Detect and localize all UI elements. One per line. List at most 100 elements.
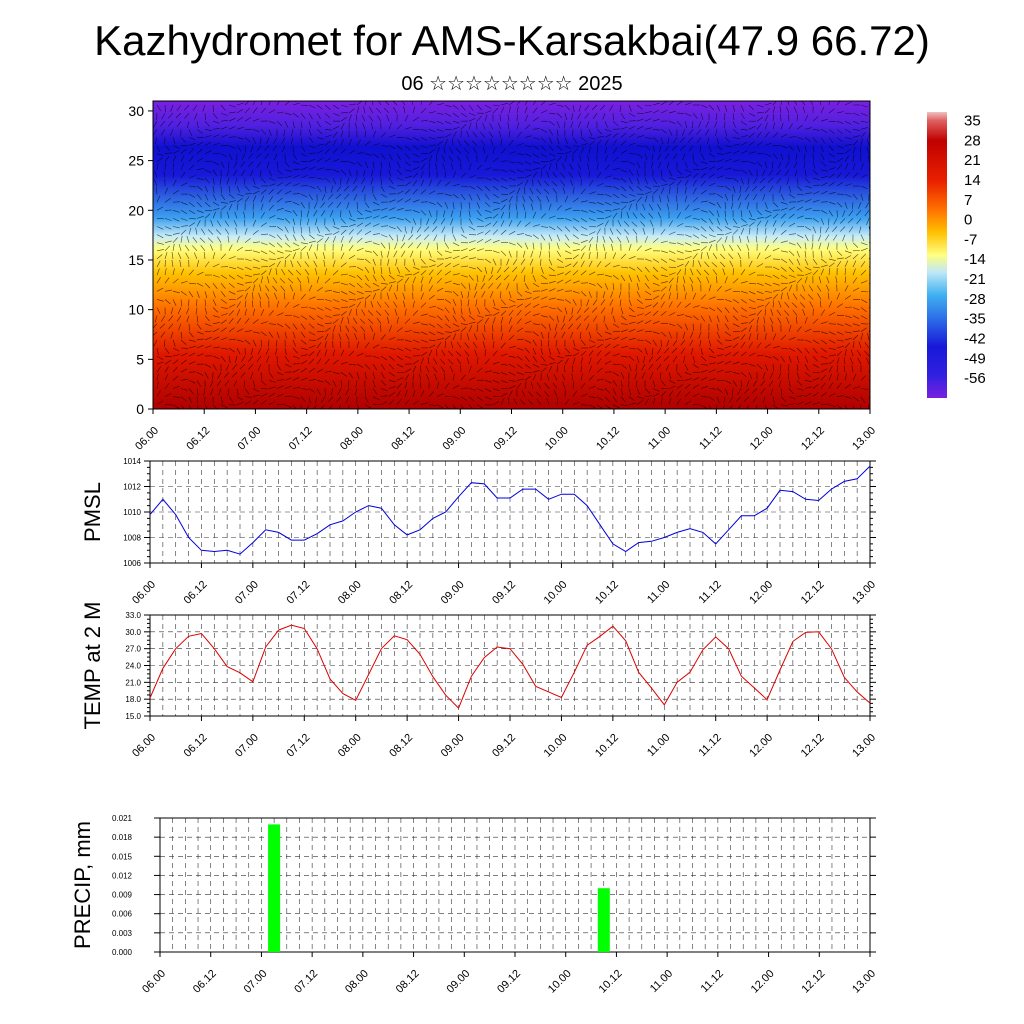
wind-barb <box>770 308 774 316</box>
wind-barb <box>372 282 380 287</box>
wind-barb <box>820 129 828 133</box>
wind-barb <box>300 396 306 403</box>
wind-barb <box>580 252 585 260</box>
wind-barb <box>364 140 371 146</box>
wind-barb <box>844 149 851 154</box>
wind-barb <box>252 177 256 185</box>
wind-barb <box>844 284 849 292</box>
wind-barb <box>572 270 579 276</box>
wind-barb <box>623 229 630 235</box>
wind-barb <box>556 397 559 405</box>
wind-barb <box>210 388 214 396</box>
wind-barb <box>740 135 748 138</box>
wind-barb <box>777 317 782 324</box>
wind-barb <box>292 242 300 247</box>
wind-barb <box>292 193 301 195</box>
wind-barb <box>768 380 774 387</box>
wind-barb <box>740 218 747 223</box>
wind-barb <box>202 104 206 112</box>
wind-barb <box>159 323 166 329</box>
wind-barb <box>273 153 278 161</box>
wind-barb <box>356 210 363 216</box>
y-tick-label: 21.0 <box>125 678 141 687</box>
wind-barb <box>508 169 516 173</box>
wind-barb <box>464 342 470 349</box>
wind-barb <box>532 153 539 158</box>
wind-barb <box>284 355 290 363</box>
wind-barb <box>188 352 196 357</box>
wind-barb <box>240 161 246 168</box>
wind-barb <box>508 363 516 368</box>
wind-barb <box>747 177 750 185</box>
wind-barb <box>660 301 665 308</box>
wind-barb <box>780 193 785 201</box>
wind-barb <box>156 307 161 314</box>
wind-barb <box>852 341 855 349</box>
wind-barb <box>732 299 740 304</box>
colorbar-label: -56 <box>964 370 986 387</box>
wind-barb <box>388 234 394 241</box>
wind-barb <box>652 102 660 106</box>
wind-barb <box>588 141 595 146</box>
wind-barb <box>737 244 742 251</box>
wind-barb <box>482 122 486 130</box>
wind-barb <box>762 193 766 201</box>
wind-barb <box>852 315 860 320</box>
wind-barb <box>268 386 276 389</box>
wind-barb <box>794 169 798 177</box>
wind-barb <box>476 193 481 201</box>
wind-barb <box>732 137 740 140</box>
wind-barb <box>396 347 404 352</box>
wind-barb <box>345 396 350 404</box>
wind-barb <box>524 283 529 290</box>
wind-barb <box>732 315 739 321</box>
wind-barb <box>844 337 852 341</box>
wind-barb <box>532 211 537 219</box>
wind-barb <box>556 272 564 276</box>
wind-barb <box>316 238 323 243</box>
wind-barb <box>412 106 416 114</box>
wind-barb <box>476 258 484 261</box>
wind-barb <box>628 274 632 282</box>
wind-barb <box>860 280 868 284</box>
wind-barb <box>756 310 762 316</box>
wind-barb <box>659 372 662 380</box>
wind-barb <box>588 331 592 339</box>
wind-barb <box>844 315 852 318</box>
wind-barb <box>826 276 830 284</box>
wind-barb <box>236 185 240 193</box>
wind-barb <box>732 150 740 154</box>
wind-barb <box>347 316 350 324</box>
wind-barb <box>828 300 833 308</box>
wind-barb <box>532 117 539 122</box>
wind-barb <box>708 315 712 323</box>
wind-barb <box>540 145 546 151</box>
wind-barb <box>340 299 348 302</box>
wind-barb <box>292 234 297 241</box>
wind-barb <box>388 242 390 250</box>
wind-barb <box>212 142 220 146</box>
wind-barb <box>441 155 446 162</box>
wind-barb <box>372 215 380 219</box>
wind-barb <box>596 183 604 187</box>
wind-barb <box>810 101 814 106</box>
wind-barb <box>260 107 267 114</box>
wind-barb <box>292 331 296 339</box>
wind-barb <box>500 169 508 173</box>
wind-barb <box>844 295 851 300</box>
wind-barb <box>764 131 770 138</box>
wind-barb <box>364 342 370 349</box>
wind-barb <box>418 373 422 381</box>
wind-barb <box>820 210 828 214</box>
wind-barb <box>804 258 809 266</box>
wind-barb <box>480 139 486 146</box>
wind-barb <box>164 252 168 259</box>
wind-barb <box>444 323 451 329</box>
wind-barb <box>338 404 342 409</box>
wind-barb <box>817 293 822 300</box>
wind-barb <box>428 111 436 114</box>
wind-barb <box>628 125 636 130</box>
wind-barb <box>324 185 327 193</box>
wind-barb <box>464 350 470 357</box>
wind-barb <box>436 250 443 256</box>
